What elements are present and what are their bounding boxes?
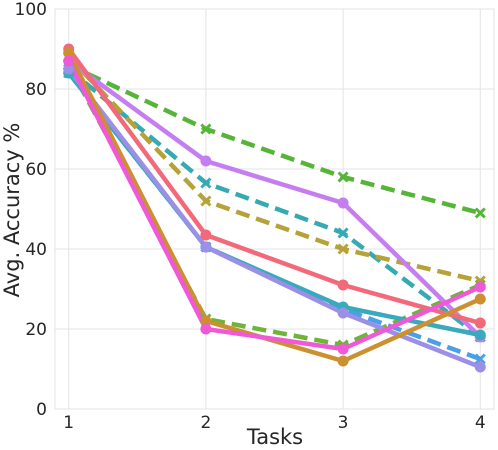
data-point-x bbox=[474, 353, 486, 365]
data-point-x bbox=[337, 227, 349, 239]
data-point bbox=[474, 329, 486, 341]
data-point bbox=[63, 47, 75, 59]
y-axis-label: Avg. Accuracy % bbox=[0, 123, 24, 298]
data-point bbox=[474, 281, 486, 293]
data-point-x bbox=[200, 177, 212, 189]
data-point bbox=[337, 197, 349, 209]
tick-labels: 0 20 40 60 80 100 1 2 3 4 bbox=[15, 0, 486, 433]
x-tick-label: 4 bbox=[475, 413, 486, 433]
series-line-1 bbox=[67, 62, 481, 216]
data-point bbox=[63, 63, 75, 75]
data-point-x bbox=[337, 171, 349, 183]
data-point-x bbox=[337, 243, 349, 255]
series-line-7 bbox=[66, 46, 483, 326]
data-point bbox=[200, 155, 212, 167]
plot-frame bbox=[54, 8, 495, 410]
data-point bbox=[337, 279, 349, 291]
y-tick-label: 0 bbox=[36, 400, 47, 420]
data-point bbox=[200, 241, 212, 253]
y-tick-label: 60 bbox=[25, 160, 47, 180]
y-tick-label: 20 bbox=[25, 320, 47, 340]
series-markers bbox=[63, 43, 486, 373]
data-point-x bbox=[200, 123, 212, 135]
series-line-6 bbox=[66, 58, 483, 340]
data-point bbox=[63, 55, 75, 67]
x-tick-label: 3 bbox=[338, 413, 349, 433]
data-point bbox=[337, 307, 349, 319]
data-point-x bbox=[474, 207, 486, 219]
data-point bbox=[337, 343, 349, 355]
data-point bbox=[337, 355, 349, 367]
x-tick-label: 1 bbox=[63, 413, 74, 433]
data-point bbox=[474, 361, 486, 373]
x-axis-label: Tasks bbox=[246, 425, 303, 449]
series-line-9 bbox=[66, 66, 483, 370]
series-lines bbox=[66, 46, 483, 370]
x-tick-label: 2 bbox=[200, 413, 211, 433]
data-point bbox=[200, 315, 212, 327]
data-point bbox=[200, 323, 212, 335]
data-point bbox=[200, 229, 212, 241]
series-line-2 bbox=[67, 67, 482, 339]
data-point bbox=[474, 317, 486, 329]
series-line-11 bbox=[66, 58, 483, 352]
series-line-4 bbox=[66, 63, 482, 348]
grid bbox=[54, 8, 495, 410]
y-tick-label: 80 bbox=[25, 80, 47, 100]
y-tick-label: 100 bbox=[15, 0, 47, 20]
data-point-x bbox=[200, 195, 212, 207]
series-line-8 bbox=[66, 70, 483, 338]
data-point bbox=[474, 293, 486, 305]
y-tick-label: 40 bbox=[25, 240, 47, 260]
